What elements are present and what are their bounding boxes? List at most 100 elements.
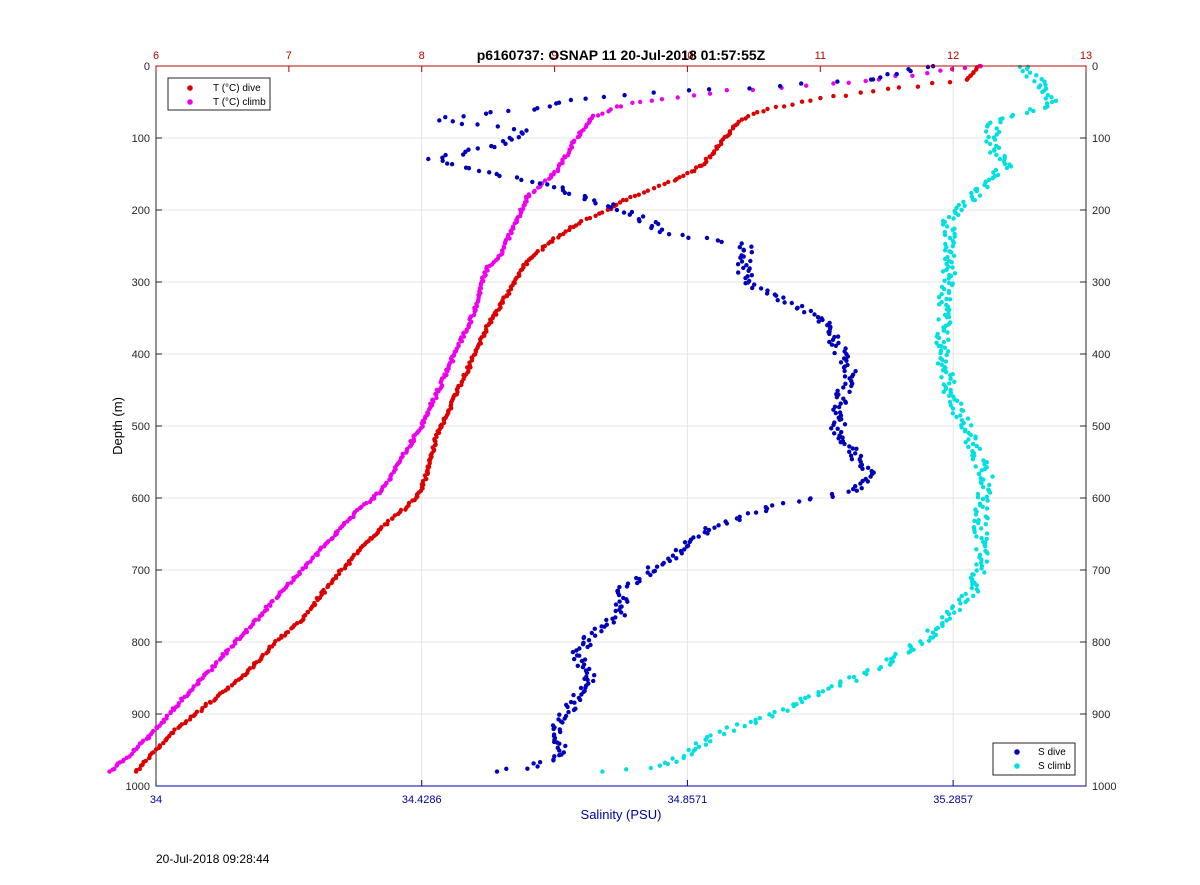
data-point bbox=[1049, 95, 1054, 100]
data-point bbox=[488, 110, 493, 115]
data-point bbox=[751, 111, 756, 117]
data-point bbox=[826, 686, 831, 691]
data-point bbox=[579, 658, 585, 664]
data-point bbox=[585, 644, 590, 650]
data-point bbox=[987, 141, 993, 147]
data-point bbox=[950, 227, 955, 232]
data-point bbox=[637, 99, 643, 105]
data-point bbox=[593, 201, 598, 206]
data-point bbox=[585, 677, 590, 683]
data-point bbox=[945, 349, 951, 354]
data-point bbox=[832, 350, 837, 356]
data-point bbox=[325, 584, 330, 590]
data-point bbox=[908, 644, 913, 649]
data-point bbox=[944, 267, 949, 272]
data-point bbox=[689, 169, 694, 174]
data-point bbox=[621, 210, 627, 215]
data-point bbox=[503, 141, 508, 146]
data-point bbox=[976, 520, 981, 526]
data-point bbox=[860, 466, 865, 471]
data-point bbox=[672, 178, 678, 183]
data-point bbox=[512, 221, 517, 226]
data-point bbox=[697, 163, 702, 169]
data-point bbox=[812, 312, 817, 317]
data-point bbox=[865, 465, 871, 470]
data-point bbox=[657, 229, 662, 235]
data-point bbox=[531, 189, 537, 195]
data-point bbox=[963, 440, 968, 445]
salinity-axis-label: Salinity (PSU) bbox=[581, 807, 662, 822]
data-point bbox=[342, 566, 348, 571]
data-point bbox=[684, 544, 690, 549]
data-point bbox=[555, 168, 561, 174]
data-point bbox=[651, 186, 657, 191]
legend-marker-t-dive bbox=[187, 85, 193, 91]
data-point bbox=[1027, 107, 1033, 112]
data-point bbox=[649, 225, 654, 231]
data-point bbox=[624, 197, 629, 203]
data-point bbox=[987, 490, 993, 495]
data-point bbox=[1050, 99, 1055, 105]
data-point bbox=[982, 570, 987, 575]
data-point bbox=[947, 616, 952, 621]
depth-tick-label-left: 500 bbox=[132, 421, 150, 433]
data-point bbox=[577, 221, 582, 226]
data-point bbox=[1039, 77, 1044, 82]
data-point bbox=[1009, 114, 1014, 119]
data-point bbox=[992, 137, 998, 142]
data-point bbox=[979, 536, 984, 541]
legend-marker-t-climb bbox=[187, 99, 193, 105]
data-point bbox=[946, 337, 951, 342]
data-point bbox=[749, 250, 754, 255]
data-point bbox=[617, 584, 622, 590]
data-point bbox=[878, 75, 883, 80]
data-point bbox=[843, 381, 848, 386]
data-point bbox=[997, 156, 1003, 162]
data-point bbox=[985, 551, 990, 556]
data-point bbox=[1043, 96, 1049, 101]
data-point bbox=[790, 102, 795, 107]
data-point bbox=[492, 144, 497, 150]
data-point bbox=[944, 369, 949, 375]
data-point bbox=[583, 124, 589, 130]
data-point bbox=[940, 623, 945, 628]
data-point bbox=[459, 339, 465, 344]
data-point bbox=[846, 80, 851, 86]
data-point bbox=[608, 205, 613, 210]
data-point bbox=[1053, 98, 1059, 104]
data-point bbox=[936, 295, 942, 300]
data-point bbox=[310, 556, 315, 561]
data-point bbox=[604, 617, 609, 623]
data-point bbox=[411, 433, 416, 439]
data-point bbox=[627, 212, 632, 217]
data-point bbox=[518, 268, 523, 273]
data-point bbox=[632, 193, 638, 199]
data-point bbox=[743, 116, 748, 121]
legend-temperature-box bbox=[167, 77, 271, 111]
data-point bbox=[950, 605, 955, 611]
data-point bbox=[575, 663, 580, 668]
data-point bbox=[950, 265, 955, 270]
data-point bbox=[965, 416, 971, 421]
data-point bbox=[847, 449, 852, 454]
data-point bbox=[208, 700, 213, 705]
data-point bbox=[970, 582, 975, 587]
data-point bbox=[994, 132, 999, 137]
data-point bbox=[829, 684, 834, 689]
data-point bbox=[946, 611, 952, 617]
data-point bbox=[837, 417, 842, 422]
data-point bbox=[681, 173, 686, 178]
data-point bbox=[578, 685, 584, 691]
data-point bbox=[611, 620, 616, 625]
data-point bbox=[256, 617, 261, 622]
data-point bbox=[863, 78, 868, 84]
data-point bbox=[531, 761, 536, 766]
data-point bbox=[657, 763, 662, 768]
temperature-tick-label: 7 bbox=[286, 50, 292, 62]
data-point bbox=[716, 523, 721, 528]
data-point bbox=[940, 368, 946, 373]
data-point bbox=[780, 707, 786, 712]
data-point bbox=[476, 168, 482, 174]
data-point bbox=[504, 766, 509, 771]
data-point bbox=[942, 287, 947, 292]
